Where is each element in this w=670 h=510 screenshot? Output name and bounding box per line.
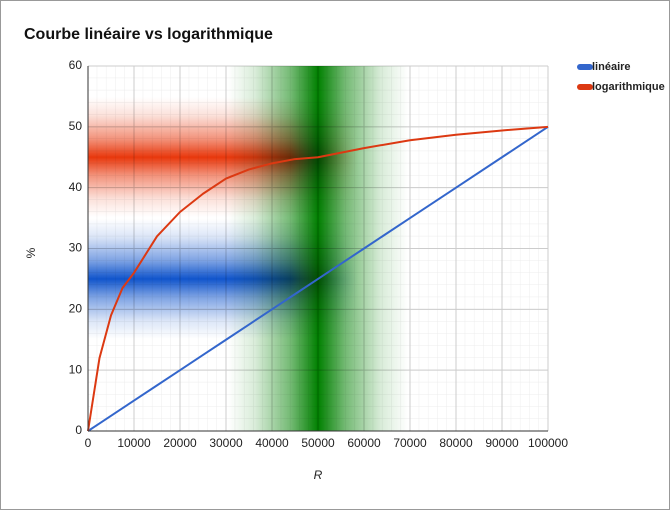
ticks: 0 10 20 30 40 50 60 0 10000 20000 30000 40000 50000 6… bbox=[69, 58, 569, 450]
y-tick-label: 10 bbox=[69, 362, 83, 376]
series-line bbox=[87, 125, 549, 432]
lines bbox=[87, 125, 549, 432]
y-tick-label: 40 bbox=[69, 180, 83, 194]
y-tick-label: 20 bbox=[69, 302, 83, 316]
legend-label: logarithmique bbox=[592, 81, 665, 93]
x-tick-label: 70000 bbox=[393, 436, 427, 450]
y-tick-label: 0 bbox=[75, 423, 82, 437]
x-tick-label: 10000 bbox=[117, 436, 151, 450]
highlights bbox=[88, 66, 408, 431]
y-tick-label: 60 bbox=[69, 58, 83, 72]
highlight-band bbox=[88, 218, 358, 339]
x-tick-label: 0 bbox=[85, 436, 92, 450]
x-axis-label: R bbox=[314, 468, 323, 482]
legend: linéaire logarithmique bbox=[577, 61, 665, 93]
y-tick-label: 30 bbox=[69, 241, 83, 255]
x-tick-label: 40000 bbox=[255, 436, 289, 450]
x-tick-label: 50000 bbox=[301, 436, 335, 450]
series-line bbox=[87, 125, 549, 432]
x-tick-label: 90000 bbox=[485, 436, 519, 450]
x-tick-label: 100000 bbox=[528, 436, 568, 450]
x-tick-label: 60000 bbox=[347, 436, 381, 450]
legend-label: linéaire bbox=[592, 61, 631, 73]
x-tick-label: 80000 bbox=[439, 436, 473, 450]
y-tick-label: 50 bbox=[69, 119, 83, 133]
x-tick-label: 30000 bbox=[209, 436, 243, 450]
x-tick-label: 20000 bbox=[163, 436, 197, 450]
y-axis-label: % bbox=[24, 247, 38, 258]
chart-title: Courbe linéaire vs logarithmique bbox=[24, 26, 273, 43]
